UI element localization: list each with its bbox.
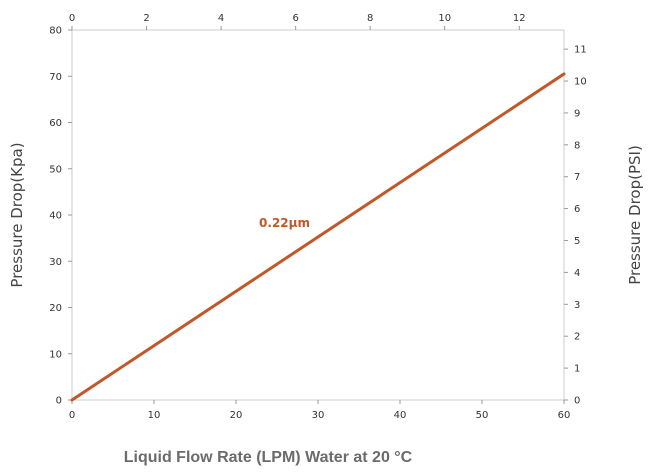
y-tick-label: 80: [49, 26, 62, 37]
right-y-tick-label: 8: [574, 140, 580, 151]
y-tick-label: 50: [49, 164, 62, 175]
x-tick-label: 10: [148, 410, 161, 421]
series-label: 0.22μm: [259, 216, 310, 230]
plot-area: [71, 29, 565, 401]
x-tick-label: 60: [558, 410, 571, 421]
right-y-tick-label: 6: [574, 204, 580, 215]
right-y-tick-label: 2: [574, 332, 580, 343]
y-tick-label: 30: [49, 257, 62, 268]
top-x-tick-label: 0: [69, 13, 75, 24]
right-y-tick-label: 3: [574, 300, 580, 311]
y-axis-ticks: 0 10 20 30 40 50 60 70 80: [49, 26, 72, 407]
right-y-axis-title: Pressure Drop(PSI): [626, 145, 644, 285]
right-y-axis-ticks: 0 1 2 3 4 5 6 7 8 9 10 11: [564, 45, 587, 407]
x-tick-label: 20: [230, 410, 243, 421]
series-group: 0.22μm: [70, 72, 566, 402]
y-tick-label: 0: [56, 396, 62, 407]
right-y-tick-label: 9: [574, 108, 580, 119]
top-x-tick-label: 2: [143, 13, 149, 24]
right-y-tick-label: 0: [574, 396, 580, 407]
top-x-tick-label: 4: [218, 13, 224, 24]
y-tick-label: 10: [49, 349, 62, 360]
y-tick-label: 70: [49, 72, 62, 83]
right-y-tick-label: 7: [574, 172, 580, 183]
y-axis-title: Pressure Drop(Kpa): [8, 142, 26, 287]
right-y-tick-label: 11: [574, 45, 587, 56]
right-y-tick-label: 4: [574, 268, 580, 279]
x-tick-label: 0: [69, 410, 75, 421]
x-axis-title: Liquid Flow Rate (LPM) Water at 20 °C: [124, 449, 413, 466]
x-tick-label: 40: [394, 410, 407, 421]
y-tick-label: 60: [49, 118, 62, 129]
right-y-tick-label: 10: [574, 77, 587, 88]
x-axis-ticks: 0 10 20 30 40 50 60: [69, 400, 571, 421]
top-x-tick-label: 10: [438, 13, 451, 24]
right-y-tick-label: 1: [574, 364, 580, 375]
top-x-axis-ticks: 0 2 4 6 8 10 12: [69, 13, 526, 30]
y-tick-label: 20: [49, 303, 62, 314]
top-x-tick-label: 8: [367, 13, 373, 24]
top-x-tick-label: 6: [292, 13, 298, 24]
series-line: [70, 72, 566, 402]
top-x-tick-label: 12: [513, 13, 526, 24]
right-y-tick-label: 5: [574, 236, 580, 247]
x-tick-label: 30: [312, 410, 325, 421]
y-tick-label: 40: [49, 211, 62, 222]
x-tick-label: 50: [476, 410, 489, 421]
